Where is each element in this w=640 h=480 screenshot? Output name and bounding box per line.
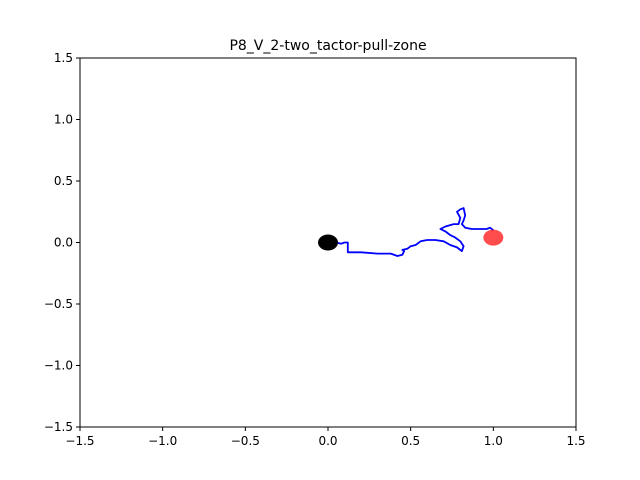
axes-frame	[79, 57, 577, 428]
y-tick-label: 0.5	[54, 174, 73, 188]
x-tick-label: −0.5	[231, 434, 260, 448]
x-tick-label: 0.0	[318, 434, 337, 448]
x-tick-label: 1.5	[566, 434, 585, 448]
plot-area	[318, 207, 504, 257]
start-marker	[318, 234, 338, 251]
x-tick-label: 0.5	[401, 434, 420, 448]
x-axis-ticks: −1.5 −1.0 −0.5 0.0 0.5 1.0 1.5	[65, 427, 586, 448]
x-tick-label: −1.5	[65, 434, 94, 448]
y-axis-ticks: −1.5 −1.0 −0.5 0.0 0.5 1.0 1.5	[44, 51, 80, 434]
target-marker	[483, 229, 504, 246]
y-tick-label: 1.0	[54, 113, 73, 127]
chart-title: P8_V_2-two_tactor-pull-zone	[229, 38, 426, 54]
x-tick-label: 1.0	[484, 434, 503, 448]
y-tick-label: 0.0	[54, 236, 73, 250]
x-tick-label: −1.0	[148, 434, 177, 448]
y-tick-label: 1.5	[54, 51, 73, 65]
trajectory-line	[324, 207, 494, 257]
y-tick-label: −1.0	[44, 359, 73, 373]
y-tick-label: −0.5	[44, 297, 73, 311]
y-tick-label: −1.5	[44, 420, 73, 434]
